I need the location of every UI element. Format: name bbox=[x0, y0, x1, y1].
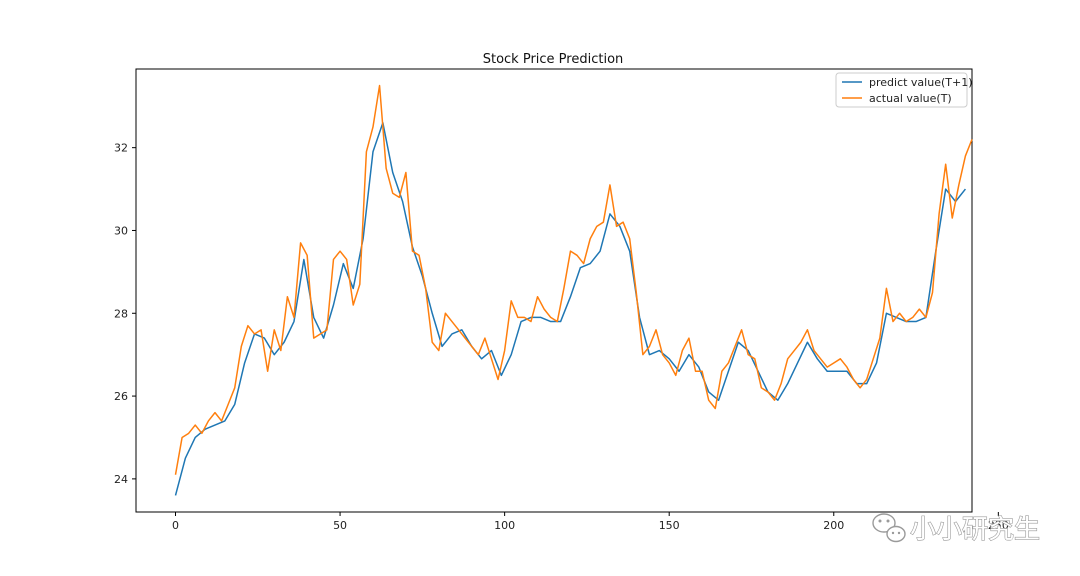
x-tick-label: 250 bbox=[988, 519, 1009, 532]
legend-box bbox=[835, 72, 968, 108]
y-tick-label: 30 bbox=[114, 224, 128, 237]
x-tick-label: 0 bbox=[172, 519, 179, 532]
y-tick-label: 24 bbox=[114, 473, 128, 486]
plot-frame bbox=[135, 68, 973, 513]
legend-label-1: actual value(T) bbox=[869, 92, 952, 105]
x-tick-label: 50 bbox=[333, 519, 347, 532]
x-axis: 0 50 100 150 200 250 bbox=[172, 512, 1009, 532]
series-line-0 bbox=[174, 122, 967, 496]
legend-label-0: predict value(T+1) bbox=[869, 76, 973, 89]
x-tick-label: 100 bbox=[494, 519, 515, 532]
wechat-icon bbox=[872, 513, 906, 543]
y-tick-label: 28 bbox=[114, 307, 128, 320]
chart-title: Stock Price Prediction bbox=[483, 52, 624, 67]
y-axis: 24 26 28 30 32 bbox=[114, 142, 136, 486]
x-tick-label: 200 bbox=[823, 519, 844, 532]
series-line-1 bbox=[174, 84, 973, 475]
x-tick-label: 150 bbox=[659, 519, 680, 532]
legend: predict value(T+1) actual value(T) bbox=[835, 72, 973, 108]
y-tick-label: 26 bbox=[114, 390, 128, 403]
plot-area bbox=[135, 68, 973, 513]
y-tick-label: 32 bbox=[114, 142, 128, 155]
watermark: 小小研究生 bbox=[872, 513, 1041, 546]
series-group bbox=[174, 84, 973, 496]
watermark-text: 小小研究生 bbox=[910, 515, 1040, 545]
